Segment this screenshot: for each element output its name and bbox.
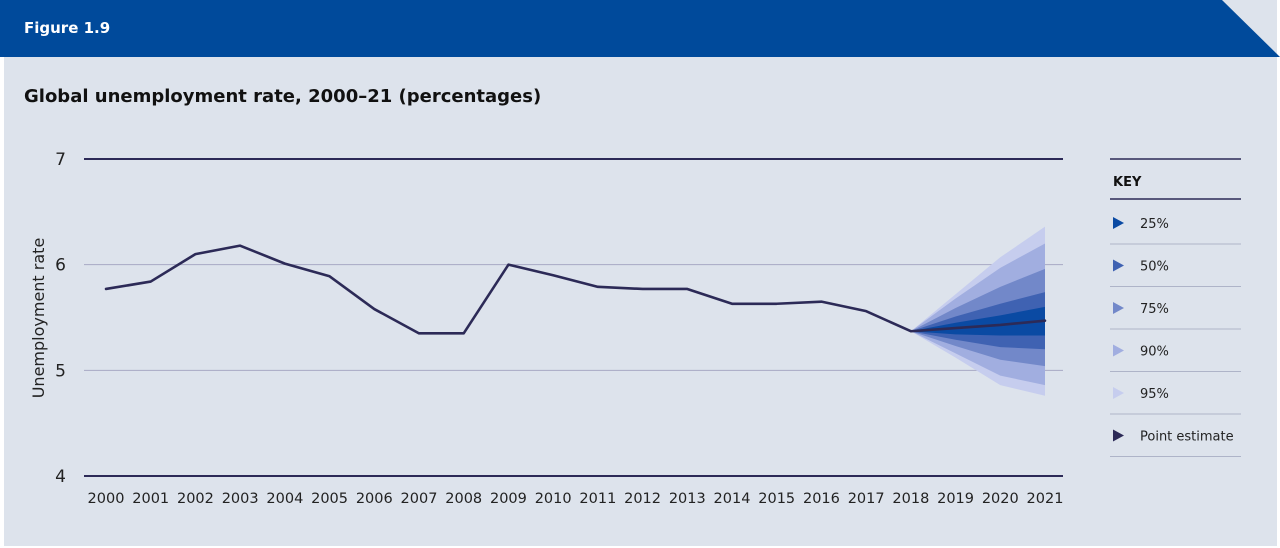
y-tick-label: 7 [55,150,66,170]
legend: KEY 25% 50% 75% 90% 95% Point estimate [1110,158,1241,457]
y-tick-label: 4 [55,467,66,487]
x-tick-label: 2018 [892,491,929,507]
series-lines [104,244,1047,335]
x-tick-label: 2006 [356,491,393,507]
legend-label: 25% [1140,217,1169,232]
x-tick-label: 2000 [88,491,125,507]
figure-panel [4,0,1277,546]
legend-marker [1113,429,1124,442]
x-tick-label: 2013 [669,491,706,507]
legend-label: 75% [1140,302,1169,317]
series-line-point-estimate [104,244,1047,335]
x-tick-label: 2009 [490,491,527,507]
legend-marker [1113,217,1124,229]
legend-marker [1113,344,1124,357]
legend-title: KEY [1113,175,1142,190]
x-tick-label: 2012 [624,491,661,507]
y-tick-labels: 4 5 6 7 [55,150,66,487]
legend-marker [1113,387,1124,399]
x-tick-label: 2019 [937,491,974,507]
legend-label: Point estimate [1140,430,1234,445]
legend-marker [1113,259,1124,272]
x-tick-label: 2015 [758,491,795,507]
x-tick-label: 2008 [445,491,482,507]
x-tick-label: 2002 [177,491,214,507]
banner-shape [0,0,1280,57]
x-tick-label: 2004 [266,491,303,507]
legend-label: 90% [1140,345,1169,360]
x-tick-label: 2021 [1027,491,1064,507]
y-axis-label: Unemployment rate [29,238,48,399]
x-tick-label: 2014 [714,491,751,507]
legend-label: 50% [1140,260,1169,275]
figure-label: Figure 1.9 [24,19,111,37]
x-tick-labels: 2000 2001 2002 2003 2004 2005 2006 2007 2008 2009… [88,491,1064,507]
x-tick-label: 2017 [848,491,885,507]
x-tick-label: 2011 [579,491,616,507]
x-tick-label: 2010 [535,491,572,507]
legend-label: 95% [1140,387,1169,402]
x-tick-label: 2016 [803,491,840,507]
legend-marker [1113,302,1124,314]
x-tick-label: 2020 [982,491,1019,507]
figure-banner [0,0,1280,57]
chart-title: Global unemployment rate, 2000–21 (perce… [24,86,542,107]
grid-lines [84,158,1063,477]
x-tick-label: 2007 [401,491,438,507]
x-tick-label: 2001 [132,491,169,507]
y-tick-label: 6 [55,256,66,276]
x-tick-label: 2005 [311,491,348,507]
x-tick-label: 2003 [222,491,259,507]
y-tick-label: 5 [55,361,66,381]
